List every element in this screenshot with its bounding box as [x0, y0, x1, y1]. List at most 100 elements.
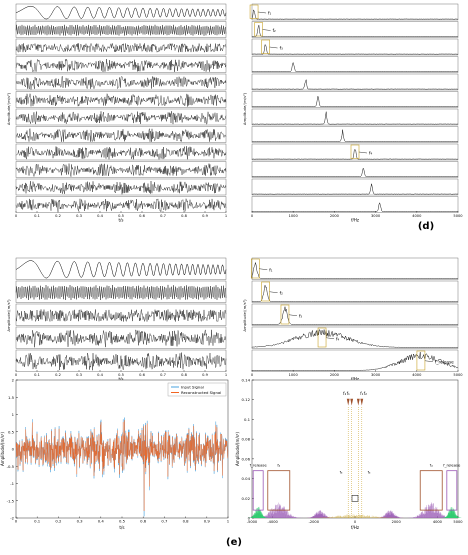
signal-trace [15, 329, 227, 348]
x-tick-label: 0.3 [76, 214, 82, 218]
x-tick-label: 0.8 [183, 519, 190, 524]
x-tick-label: 3000 [371, 373, 381, 377]
annotation-arrow [358, 151, 368, 154]
x-tick-label: 1 [227, 519, 230, 524]
x-tick-label: 0.1 [34, 373, 40, 377]
peak-highlight-box [249, 4, 259, 19]
x-tick-label: 1000 [289, 214, 299, 218]
x-tick-label: 0.4 [97, 214, 103, 218]
subplot-frame [15, 56, 227, 73]
legend-label: Input Signal [181, 385, 204, 390]
x-tick-label: 0.7 [160, 373, 166, 377]
x-tick-label: 0.9 [204, 519, 211, 524]
x-tick-label: 0.8 [181, 214, 187, 218]
panel-e-spectrum-stack: f₁ f₂ f₃ f₄ f_release 0 1000 2000 3000 4000 5000 f/… [242, 257, 463, 382]
spectrum-band [248, 506, 268, 518]
x-tick-label: 0.1 [34, 214, 40, 218]
x-tick-label: 0.5 [118, 214, 124, 218]
subplot-frame [251, 196, 459, 213]
peak-highlight-box [250, 258, 260, 279]
x-axis-label: t/s [119, 218, 124, 223]
y-axis-label: Amplitude/(m/s²) [6, 92, 11, 125]
spectrum-trace [251, 351, 459, 371]
subplot-frame [251, 178, 459, 196]
x-tick-label: 0.6 [139, 214, 145, 218]
x-tick-label: 0.8 [181, 373, 187, 377]
annotation-label: f₁ [268, 11, 271, 16]
x-tick-label: 2000 [392, 520, 402, 524]
spectrum-trace [251, 285, 459, 302]
spectrum-trace [251, 167, 458, 177]
annotation-label: f₃ [299, 313, 302, 318]
annotation-label: f₄ [430, 463, 433, 468]
x-tick-label: 0.6 [140, 519, 147, 524]
annotation-arrow [262, 29, 271, 31]
peak-arrowhead [346, 398, 350, 406]
signal-trace [15, 93, 227, 107]
spectrum-band [442, 507, 462, 518]
x-tick-label: 0.6 [139, 373, 145, 377]
x-tick-label: 2000 [330, 373, 340, 377]
y-tick-label: 0.1 [244, 417, 251, 422]
subplot-frame [15, 178, 227, 196]
peak-label: f₂ [343, 391, 346, 396]
subplot-frame [15, 91, 227, 108]
x-tick-label: 0.3 [77, 519, 84, 524]
subplot-frame [251, 280, 459, 303]
signal-trace [15, 352, 227, 371]
signal-trace [15, 180, 227, 195]
spectrum-trace [251, 262, 459, 279]
reconstruction-chart: -2 -1.5 -1 -0.5 0 0.5 1 1.5 2 0 0.1 0.2 0.3 0.4 0.5 0.6… [0, 378, 230, 531]
subplot-frame [251, 91, 459, 108]
spectrum-band [305, 514, 404, 518]
peak-arrowhead [350, 398, 354, 406]
x-tick-label: 3000 [371, 214, 381, 218]
y-tick-label: 2 [12, 378, 15, 383]
spectrum-trace [251, 25, 459, 37]
y-tick-label: 0.12 [242, 397, 251, 402]
y-axis-label: Amplitude/(m/s²) [242, 299, 247, 332]
x-tick-label: 0.5 [119, 519, 126, 524]
x-axis-label: t/s [119, 525, 124, 530]
x-axis-label: f/Hz [351, 525, 360, 530]
zoom-inset-frame [419, 470, 443, 511]
subplot-frame [251, 143, 459, 161]
x-tick-label: 0 [15, 373, 18, 377]
peak-highlight-box [280, 304, 290, 325]
annotation-label: f₃ [368, 470, 371, 475]
y-tick-label: 1.5 [8, 395, 15, 400]
signal-trace [15, 76, 227, 90]
annotation-label: f₄ [369, 151, 372, 156]
subplot-frame [251, 108, 459, 126]
annotation-arrow [269, 291, 278, 293]
x-tick-label: 0.3 [76, 373, 82, 377]
peak-highlight-box [350, 144, 360, 159]
subplot-frame [251, 3, 459, 21]
x-tick-label: 5000 [453, 520, 463, 524]
spectrum-trace [251, 44, 459, 55]
panel-d-label: (d) [418, 221, 434, 232]
annotation-label: f_release [250, 463, 268, 468]
panel-e-time-stack: 0 0.1 0.2 0.3 0.4 0.5 0.6 0.7 0.8 0.9 1 t/s Amplitud… [6, 257, 227, 382]
panel-d-spectrum-stack: f₁ f₂ f₃ f₄ 0 1000 2000 3000 4000 5000 f/Hz Amplitu… [242, 3, 463, 223]
x-tick-label: 0.2 [55, 373, 61, 377]
y-tick-label: 0.14 [242, 378, 251, 383]
y-tick-label: 0.06 [242, 456, 251, 461]
subplot-frame [251, 73, 459, 91]
signal-trace [15, 198, 227, 212]
spectrum-trace [251, 61, 459, 72]
y-axis-label: Amplitude/(m/s²) [235, 432, 240, 466]
subplot-frame [251, 349, 459, 372]
x-axis-label: f/Hz [351, 377, 359, 382]
x-tick-label: -5000 [247, 520, 258, 524]
spectrum-trace [251, 306, 459, 325]
x-tick-label: 0.5 [118, 373, 124, 377]
y-tick-label: -0.5 [7, 464, 15, 469]
signal-trace [15, 146, 227, 160]
annotation-label: f_release [443, 463, 461, 468]
spectrum-trace [251, 129, 459, 142]
spectrum-trace [251, 202, 458, 212]
y-tick-label: 0.02 [242, 496, 251, 501]
x-axis-label: f/Hz [351, 218, 359, 223]
